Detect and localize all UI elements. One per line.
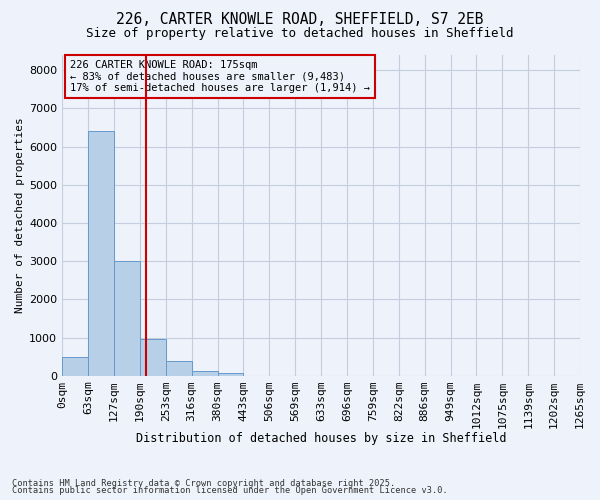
- Text: Contains HM Land Registry data © Crown copyright and database right 2025.: Contains HM Land Registry data © Crown c…: [12, 478, 395, 488]
- Bar: [218, 374, 244, 376]
- Text: Size of property relative to detached houses in Sheffield: Size of property relative to detached ho…: [86, 28, 514, 40]
- Y-axis label: Number of detached properties: Number of detached properties: [15, 118, 25, 313]
- Text: Contains public sector information licensed under the Open Government Licence v3: Contains public sector information licen…: [12, 486, 448, 495]
- X-axis label: Distribution of detached houses by size in Sheffield: Distribution of detached houses by size …: [136, 432, 506, 445]
- Bar: [62, 357, 88, 376]
- Bar: [191, 371, 218, 376]
- Bar: [88, 132, 114, 376]
- Bar: [114, 261, 140, 376]
- Bar: [166, 361, 191, 376]
- Text: 226, CARTER KNOWLE ROAD, SHEFFIELD, S7 2EB: 226, CARTER KNOWLE ROAD, SHEFFIELD, S7 2…: [116, 12, 484, 28]
- Bar: [140, 340, 166, 376]
- Text: 226 CARTER KNOWLE ROAD: 175sqm
← 83% of detached houses are smaller (9,483)
17% : 226 CARTER KNOWLE ROAD: 175sqm ← 83% of …: [70, 60, 370, 93]
